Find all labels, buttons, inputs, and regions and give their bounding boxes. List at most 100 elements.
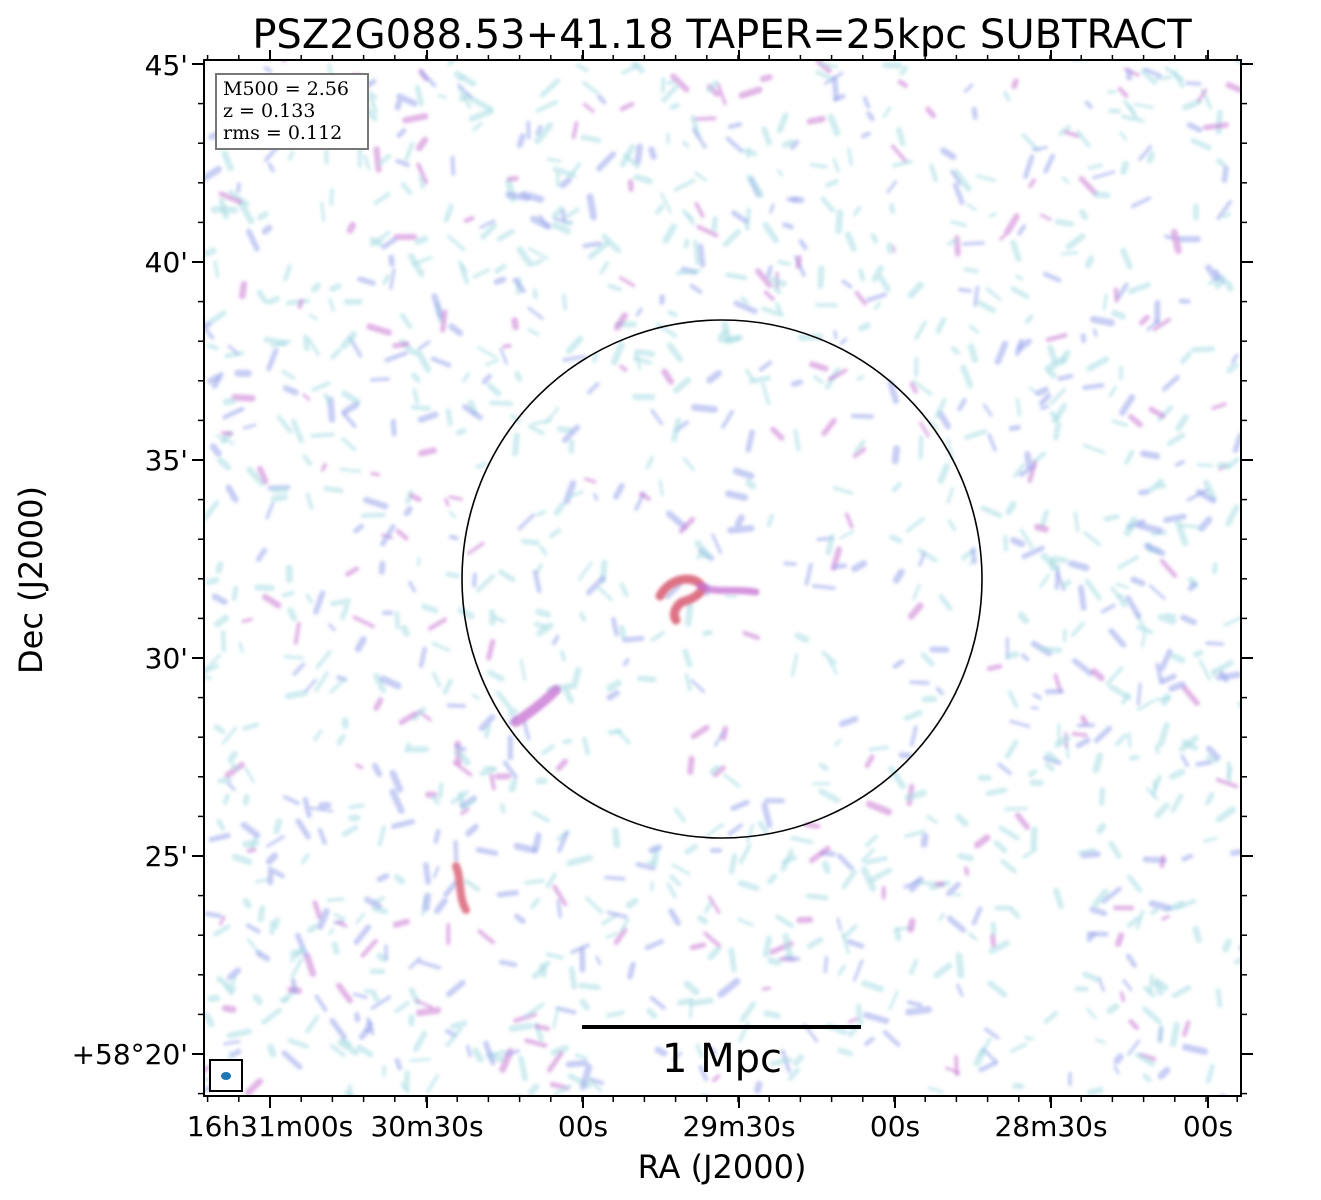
- noise-patch: [827, 113, 841, 137]
- noise-patch: [565, 1059, 589, 1068]
- noise-patch: [732, 467, 755, 480]
- noise-patch: [935, 686, 945, 696]
- noise-patch: [783, 561, 797, 566]
- noise-patch: [766, 513, 775, 528]
- noise-patch: [1136, 698, 1156, 712]
- noise-patch: [654, 1046, 668, 1057]
- noise-patch: [579, 1063, 593, 1091]
- noise-patch: [892, 568, 905, 584]
- noise-patch: [794, 632, 810, 643]
- noise-patch: [675, 268, 701, 276]
- noise-patch: [1039, 213, 1052, 221]
- noise-patch: [535, 563, 543, 575]
- noise-patch: [465, 823, 479, 837]
- noise-patch: [940, 147, 957, 161]
- noise-patch: [909, 381, 919, 394]
- noise-patch: [947, 238, 958, 246]
- noise-patch: [1136, 625, 1154, 635]
- noise-patch: [329, 188, 334, 206]
- noise-patch: [1222, 211, 1231, 219]
- x-tick-labels: 16h31m00s 30m30s 00s 29m30s 00s 28m30s 0…: [187, 1110, 1233, 1143]
- noise-patch: [579, 611, 587, 622]
- noise-patch: [754, 1080, 763, 1094]
- noise-patch: [1009, 719, 1031, 729]
- noise-patch: [748, 375, 771, 384]
- noise-patch: [1161, 914, 1170, 921]
- noise-patch: [716, 82, 727, 106]
- noise-patch: [968, 324, 980, 334]
- noise-patch: [1205, 641, 1225, 646]
- noise-patch: [946, 437, 955, 461]
- noise-patch: [404, 141, 415, 162]
- noise-patch: [539, 78, 561, 98]
- noise-patch: [1160, 673, 1177, 684]
- noise-patch: [511, 317, 519, 331]
- noise-patch: [689, 283, 703, 295]
- noise-patch: [458, 92, 472, 102]
- noise-patch: [1082, 971, 1100, 983]
- noise-patch: [552, 166, 577, 179]
- noise-patch: [204, 247, 217, 257]
- noise-patch: [847, 1025, 859, 1038]
- noise-patch: [727, 823, 744, 836]
- noise-patch: [266, 347, 279, 372]
- noise-patch: [302, 454, 313, 467]
- noise-patch: [853, 439, 866, 454]
- noise-patch: [1094, 1038, 1106, 1045]
- noise-patch: [524, 1002, 545, 1019]
- noise-patch: [1134, 1052, 1156, 1067]
- noise-patch: [1054, 566, 1060, 590]
- noise-patch: [967, 343, 979, 363]
- noise-patch: [527, 246, 549, 261]
- noise-patch: [239, 280, 248, 300]
- noise-patch: [236, 182, 242, 193]
- noise-patch: [839, 530, 855, 540]
- noise-patch: [267, 866, 285, 879]
- noise-patch: [1004, 806, 1028, 812]
- x-tick-label: 29m30s: [682, 1110, 795, 1143]
- noise-patch: [955, 813, 969, 827]
- noise-patch: [745, 479, 757, 490]
- noise-patch: [864, 1036, 875, 1047]
- noise-patch: [839, 337, 848, 346]
- noise-patch: [1226, 760, 1232, 783]
- noise-patch: [690, 679, 706, 694]
- noise-patch: [1225, 81, 1241, 94]
- noise-patch: [532, 288, 538, 300]
- noise-patch: [983, 1027, 1000, 1040]
- noise-patch: [1105, 666, 1124, 686]
- noise-patch: [475, 574, 496, 593]
- noise-patch: [746, 147, 752, 159]
- y-tick-label: 30': [145, 642, 188, 675]
- noise-patch: [946, 486, 955, 504]
- noise-patch: [1014, 812, 1031, 831]
- noise-patch: [220, 629, 227, 653]
- noise-patch: [897, 79, 909, 88]
- noise-patch: [888, 990, 899, 1011]
- noise-patch: [352, 615, 376, 629]
- info-rms: rms = 0.112: [223, 122, 342, 144]
- noise-patch: [1202, 122, 1230, 131]
- noise-patch: [892, 159, 913, 168]
- noise-patch: [456, 75, 466, 81]
- noise-patch: [1117, 555, 1140, 570]
- noise-patch: [1054, 218, 1075, 227]
- noise-patch: [1044, 688, 1065, 695]
- noise-patch: [882, 105, 892, 119]
- noise-patch: [245, 228, 260, 252]
- noise-patch: [242, 793, 250, 806]
- noise-patch: [281, 590, 295, 598]
- noise-patch: [821, 860, 831, 874]
- noise-patch: [1024, 451, 1033, 470]
- noise-patch: [634, 348, 656, 357]
- noise-patch: [1098, 787, 1106, 807]
- noise-patch: [1115, 932, 1125, 947]
- noise-patch: [990, 933, 997, 948]
- noise-patch: [1009, 1042, 1028, 1053]
- noise-patch: [866, 111, 875, 122]
- noise-patch: [1049, 387, 1067, 406]
- noise-patch: [330, 598, 352, 607]
- noise-patch: [376, 952, 388, 962]
- noise-patch: [300, 853, 310, 865]
- noise-patch: [1181, 739, 1199, 751]
